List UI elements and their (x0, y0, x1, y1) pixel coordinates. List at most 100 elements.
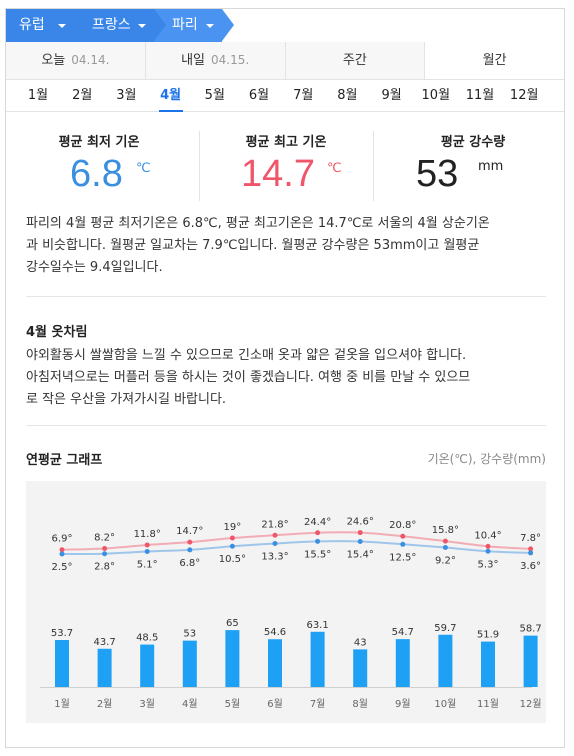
tab-weekly[interactable]: 주간 (285, 42, 426, 79)
rainfall-label: 63.1 (306, 620, 328, 631)
summary-text: 파리의 4월 평균 최저기온은 6.8℃, 평균 최고기온은 14.7℃로 서울… (26, 213, 546, 279)
breadcrumb-separator (74, 9, 86, 41)
x-tick-label: 5월 (225, 698, 241, 710)
min-temp-label: 5.1° (137, 559, 158, 570)
rainfall-label: 48.5 (136, 633, 158, 644)
weather-panel: 유럽 프랑스 파리 오늘 04.14. 내일 04.15. 주간 월간 1월 2월 3월… (5, 8, 565, 748)
min-temp-point (528, 550, 534, 556)
breadcrumb: 유럽 프랑스 파리 (6, 9, 564, 42)
min-temp-label: 3.6° (520, 561, 541, 572)
max-temp-point (357, 530, 363, 536)
min-temp-label: 10.5° (219, 554, 246, 565)
max-temp-label: 24.4° (304, 517, 331, 528)
min-temp-point (357, 538, 363, 544)
min-temp-label: 12.5° (389, 552, 416, 563)
month-tab-1[interactable]: 1월 (27, 88, 49, 103)
min-temp-label: 2.8° (94, 562, 115, 573)
max-temp-point (485, 543, 491, 549)
x-tick-label: 12월 (520, 698, 542, 710)
x-tick-label: 10월 (434, 698, 456, 710)
breadcrumb-france[interactable]: 프랑스 (74, 9, 166, 42)
stat-min-temp: 평균 최저 기온 6.8 ℃ (6, 121, 192, 203)
tab-today[interactable]: 오늘 04.14. (6, 42, 146, 79)
min-temp-point (400, 541, 406, 547)
tab-label: 주간 (342, 53, 367, 68)
max-temp-point (102, 545, 108, 551)
max-temp-label: 11.8° (134, 529, 161, 540)
x-tick-label: 4월 (182, 698, 198, 710)
tab-label: 월간 (482, 53, 507, 68)
month-tab-12[interactable]: 12월 (509, 88, 539, 103)
x-tick-label: 8월 (352, 698, 368, 710)
max-temp-point (400, 533, 406, 539)
month-tab-6[interactable]: 6월 (248, 88, 270, 103)
month-tab-10[interactable]: 10월 (421, 88, 451, 103)
stat-label: 평균 강수량 (440, 135, 506, 150)
breadcrumb-europe[interactable]: 유럽 (6, 9, 86, 42)
clothing-line: 아침저녁으로는 머플러 등을 하시는 것이 좋겠습니다. 여행 중 비를 만날 … (26, 370, 471, 385)
clothing-line: 로 작은 우산을 가져가시길 바랍니다. (26, 392, 227, 407)
clothing-text: 야외활동시 쌀쌀함을 느낄 수 있으므로 긴소매 옷과 얇은 겉옷을 입으셔야 … (26, 345, 546, 411)
rainfall-label: 53.7 (51, 628, 73, 639)
min-temp-label: 15.5° (304, 549, 331, 560)
monthly-stats: 평균 최저 기온 6.8 ℃ 평균 최고 기온 14.7 ℃ 평균 강수량 53… (6, 121, 564, 203)
month-tab-9[interactable]: 9월 (381, 88, 402, 103)
x-tick-label: 7월 (310, 698, 326, 710)
max-temp-point (272, 532, 278, 538)
rainfall-bar (310, 631, 325, 687)
stat-value: 14.7 (241, 153, 315, 195)
rainfall-label: 54.6 (264, 627, 286, 638)
stat-unit: ℃ (327, 161, 342, 176)
divider (26, 296, 546, 297)
max-temp-point (442, 538, 448, 544)
rainfall-label: 53 (183, 629, 196, 640)
tab-monthly[interactable]: 월간 (425, 42, 564, 79)
x-tick-label: 2월 (97, 698, 113, 710)
divider (199, 131, 200, 201)
clothing-title: 4월 옷차림 (26, 325, 88, 340)
stat-label: 평균 최저 기온 (58, 135, 140, 150)
max-temp-point (187, 539, 193, 545)
month-tab-2[interactable]: 2월 (72, 88, 93, 103)
month-tabs: 1월 2월 3월 4월 5월 6월 7월 8월 9월 10월 11월 12월 (6, 80, 564, 112)
summary-line: 과 비슷합니다. 월평균 일교차는 7.9℃입니다. 월평균 강수량은 53mm… (26, 238, 480, 253)
rainfall-label: 65 (226, 618, 239, 629)
min-temp-point (229, 543, 235, 549)
rainfall-bar (55, 640, 69, 687)
x-tick-label: 9월 (395, 698, 411, 710)
min-temp-line (61, 540, 531, 555)
max-temp-label: 15.8° (432, 525, 459, 536)
month-tab-5[interactable]: 5월 (204, 88, 225, 103)
divider (26, 425, 546, 426)
month-tab-3[interactable]: 3월 (116, 88, 137, 103)
breadcrumb-label: 파리 (172, 17, 198, 33)
rainfall-bar (97, 648, 112, 687)
breadcrumb-label: 프랑스 (92, 17, 131, 33)
x-tick-label: 6월 (267, 698, 283, 710)
summary-line: 파리의 4월 평균 최저기온은 6.8℃, 평균 최고기온은 14.7℃로 서울… (26, 216, 490, 231)
tab-label: 내일 (181, 53, 205, 68)
stat-unit: ℃ (136, 161, 151, 176)
max-temp-label: 6.9° (52, 534, 73, 545)
tab-tomorrow[interactable]: 내일 04.15. (145, 42, 286, 79)
annual-chart-svg: 6.9° 8.2° 11.8° 14.7° 19° 21.8° 24.4° 24.6° 20.8… (40, 517, 542, 710)
stat-unit: mm (478, 159, 504, 174)
max-temp-label: 14.7° (176, 526, 203, 537)
max-temp-line (61, 531, 531, 551)
min-temp-label: 5.3° (478, 559, 499, 570)
month-tab-7[interactable]: 7월 (293, 88, 314, 103)
stat-value: 6.8 (70, 153, 123, 195)
min-temp-label: 9.2° (435, 556, 456, 567)
rainfall-bar (225, 630, 240, 687)
month-tab-8[interactable]: 8월 (337, 88, 358, 103)
month-tab-11[interactable]: 11월 (465, 88, 495, 103)
divider (373, 131, 374, 201)
min-temp-point (144, 548, 150, 554)
max-temp-point (528, 546, 534, 552)
breadcrumb-separator (154, 9, 166, 41)
max-temp-label: 19° (224, 522, 242, 533)
rainfall-label: 59.7 (434, 623, 456, 634)
month-tab-4[interactable]: 4월 (151, 80, 191, 112)
max-temp-label: 8.2° (94, 532, 115, 543)
rainfall-bar (182, 640, 197, 687)
